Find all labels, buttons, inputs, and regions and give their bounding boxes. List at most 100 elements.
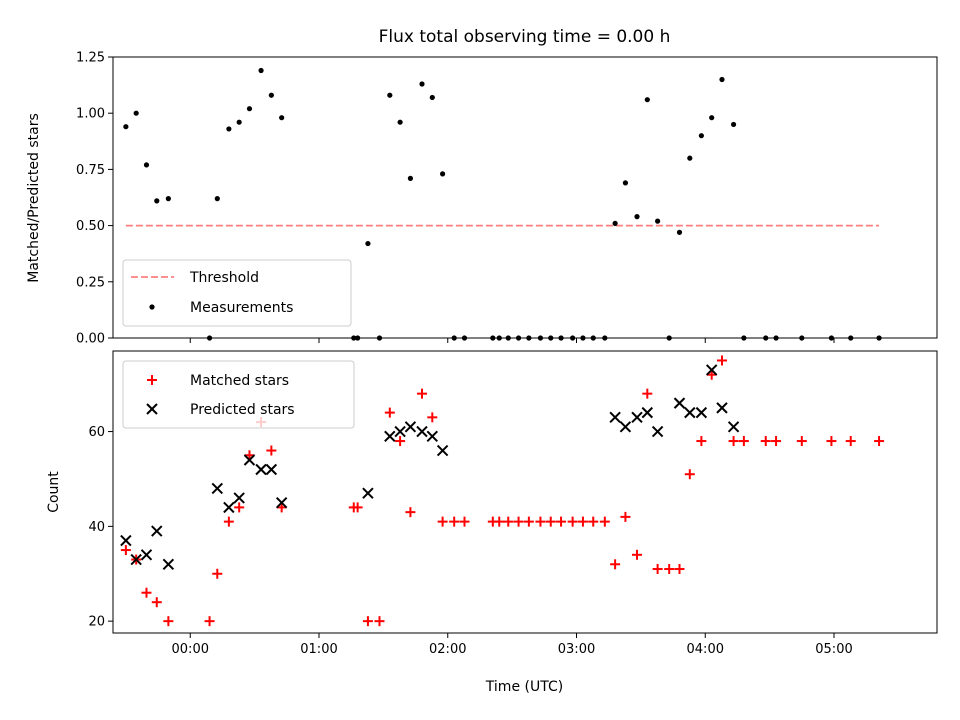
measurement-point (698, 133, 704, 139)
measurement-point (419, 81, 425, 87)
measurement-point (558, 335, 564, 341)
predicted-star-point (695, 406, 708, 419)
x-tick-label: 00:00 (172, 642, 209, 657)
y-tick-label: 0.75 (76, 163, 105, 178)
matched-star-point (728, 436, 739, 447)
measurement-point (644, 97, 650, 103)
matched-star-point (599, 516, 610, 527)
top-y-axis-label: Matched/Predicted stars (26, 113, 42, 283)
matched-star-point (223, 516, 234, 527)
matched-star-point (503, 516, 514, 527)
measurement-point (123, 124, 129, 130)
legend-matched-label: Matched stars (190, 373, 289, 389)
matched-star-point (384, 407, 395, 418)
matched-star-point (545, 516, 556, 527)
predicted-star-point (140, 549, 153, 561)
matched-star-point (362, 616, 373, 627)
matched-star-point (513, 516, 524, 527)
matched-star-point (427, 412, 438, 423)
predicted-star-point (619, 421, 632, 433)
legend-matched-swatch (147, 375, 157, 385)
measurement-point (365, 240, 371, 247)
matched-star-point (163, 616, 174, 627)
measurement-point (612, 220, 618, 226)
predicted-star-point (641, 406, 654, 419)
measurement-point (143, 162, 150, 168)
matched-star-point (204, 616, 215, 627)
measurement-point (451, 335, 457, 341)
y-tick-label: 20 (88, 615, 105, 630)
matched-star-point (674, 564, 685, 575)
matched-star-point (760, 436, 771, 447)
measurement-point (666, 335, 672, 341)
top-panel-ratio: 0.00 0.25 0.50 0.75 1.00 1.25 Threshold Measure… (76, 51, 938, 347)
matched-star-point (826, 436, 837, 447)
measurement-point (387, 92, 393, 98)
matched-star-point (266, 445, 277, 456)
matched-star-point (523, 516, 534, 527)
predicted-star-point (162, 558, 175, 570)
matched-star-point (141, 587, 152, 598)
predicted-star-point (243, 454, 256, 466)
measurement-point (741, 335, 747, 341)
measurement-point (440, 171, 446, 177)
matched-star-point (771, 436, 782, 447)
measurement-point (763, 335, 769, 341)
predicted-star-point (151, 525, 163, 537)
y-tick-label: 1.25 (76, 51, 105, 66)
predicted-star-point (255, 463, 267, 476)
measurement-point (687, 155, 693, 161)
predicted-star-point (130, 553, 142, 566)
matched-star-point (642, 388, 653, 399)
measurement-point (258, 67, 264, 74)
matched-star-point (234, 502, 245, 513)
predicted-star-point (211, 482, 223, 495)
measurement-point (236, 119, 242, 125)
plot-frame (112, 350, 938, 634)
matched-star-point (577, 516, 588, 527)
measurement-point (351, 335, 357, 341)
matched-star-point (845, 436, 856, 447)
matched-star-point (459, 516, 470, 527)
predicted-star-point (223, 501, 235, 514)
measurement-point (590, 335, 596, 341)
predicted-star-point (265, 463, 278, 476)
predicted-star-point (684, 406, 696, 419)
chart-title: Flux total observing time = 0.00 h (379, 27, 671, 47)
predicted-star-point (631, 411, 643, 424)
matched-star-point (632, 549, 643, 560)
predicted-star-point (609, 411, 621, 424)
measurement-point (730, 121, 737, 128)
measurement-point (537, 335, 544, 341)
matched-star-point (374, 616, 385, 627)
matched-star-point (684, 469, 695, 480)
legend-predicted-label: Predicted stars (190, 402, 295, 418)
predicted-star-point (426, 430, 439, 443)
matched-star-point (796, 436, 807, 447)
x-tick-label: 05:00 (815, 642, 852, 657)
measurement-point (214, 196, 220, 202)
matched-star-point (556, 516, 567, 527)
measurement-point (268, 92, 274, 98)
matched-star-point (151, 597, 162, 608)
bottom-y-axis-label: Count (46, 471, 62, 513)
measurement-point (828, 335, 835, 341)
plot-frame (112, 56, 938, 339)
predicted-star-point (416, 425, 428, 438)
x-tick-label: 04:00 (687, 642, 724, 657)
data-layer (120, 355, 885, 627)
measurement-point (719, 76, 725, 83)
legend-predicted-swatch (146, 403, 158, 415)
matched-star-point (449, 516, 460, 527)
x-tick-label: 03:00 (558, 642, 595, 657)
matched-star-point (874, 436, 885, 447)
measurement-point (355, 335, 361, 341)
measurement-point (848, 335, 854, 341)
measurement-point (496, 335, 502, 341)
measurement-point (799, 335, 805, 341)
bottom-panel-counts: 20 40 60 00:00 01:00 02:00 03:00 04:00 05:00 Matc… (88, 350, 938, 657)
legend: Matched stars Predicted stars (122, 360, 355, 429)
legend-measurements-swatch (149, 304, 155, 310)
predicted-star-point (716, 402, 728, 414)
y-tick-label: 60 (88, 425, 105, 440)
